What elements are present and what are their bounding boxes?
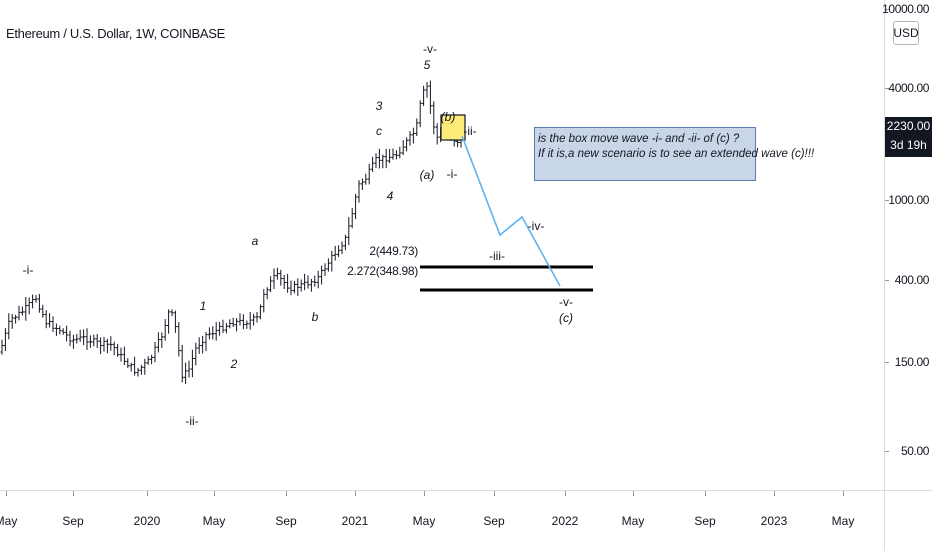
time-tick-label: Sep — [694, 514, 716, 528]
time-tick-mark — [633, 491, 634, 496]
wave-label: 5 — [423, 58, 431, 72]
chart-area[interactable]: Ethereum / U.S. Dollar, 1W, COINBASE 2(4… — [0, 0, 884, 490]
wave-label: b — [311, 310, 319, 324]
wave-label: 1 — [199, 299, 207, 313]
time-tick-label: Sep — [62, 514, 84, 528]
currency-button[interactable]: USD — [893, 21, 919, 45]
time-tick-label: 2020 — [133, 514, 161, 528]
time-tick-label: 2022 — [551, 514, 579, 528]
price-tick-label: 1000.00 — [888, 193, 929, 207]
price-plot — [0, 80, 593, 384]
price-tick-label: 50.00 — [900, 444, 929, 458]
time-tick-mark — [214, 491, 215, 496]
annotation-line-2: If it is,a new scenario is to see an ext… — [538, 148, 815, 160]
time-tick-label: Sep — [483, 514, 505, 528]
fib-level-2272-label: 2.272(348.98) — [347, 264, 418, 278]
price-axis[interactable]: 10000.00 4000.00 1000.00 400.00 150.00 5… — [882, 0, 932, 490]
price-tick-label: 10000.00 — [882, 2, 929, 16]
price-tick-mark — [885, 9, 889, 10]
time-tick-mark — [705, 491, 706, 496]
wave-label: -iii- — [489, 249, 505, 263]
highlight-box — [440, 114, 466, 141]
wave-label: 4 — [386, 189, 394, 203]
axis-corner — [884, 490, 932, 551]
time-tick-label: May — [0, 514, 18, 528]
current-price-value: 2230.00 — [886, 119, 931, 133]
price-tick-mark — [885, 280, 889, 281]
wave-label: (c) — [559, 311, 573, 325]
time-tick-mark — [286, 491, 287, 496]
time-tick-mark — [73, 491, 74, 496]
price-tick-label: 150.00 — [894, 355, 930, 369]
time-axis[interactable]: May Sep 2020 May Sep 2021 May Sep 2022 M… — [0, 490, 884, 551]
wave-label: 2 — [230, 357, 238, 371]
current-price-label: 2230.00 3d 19h — [885, 117, 932, 157]
price-tick-mark — [885, 200, 889, 201]
time-tick-label: May — [831, 514, 855, 528]
time-tick-mark — [843, 491, 844, 496]
annotation-line-1: is the box move wave -i- and -ii- of (c)… — [538, 133, 740, 145]
time-tick-mark — [565, 491, 566, 496]
price-tick-mark — [885, 451, 889, 452]
time-tick-label: 2023 — [760, 514, 788, 528]
annotation-note[interactable]: is the box move wave -i- and -ii- of (c)… — [534, 127, 815, 181]
price-tick-label: 4000.00 — [888, 81, 929, 95]
time-tick-mark — [424, 491, 425, 496]
wave-label: (b) — [440, 110, 456, 124]
wave-label: -i- — [22, 263, 34, 277]
wave-label: a — [251, 234, 259, 248]
wave-label: -v- — [559, 295, 573, 309]
time-tick-label: Sep — [275, 514, 297, 528]
time-tick-label: 2021 — [341, 514, 369, 528]
projection-path — [461, 135, 561, 287]
wave-label: -iv- — [527, 219, 545, 233]
wave-label: c — [376, 124, 382, 138]
wave-label: 3 — [375, 99, 383, 113]
price-tick-mark — [885, 362, 889, 363]
wave-label: -ii- — [185, 414, 199, 428]
wave-label: -v- — [423, 42, 437, 56]
price-tick-mark — [885, 88, 889, 89]
chart-title: Ethereum / U.S. Dollar, 1W, COINBASE — [6, 26, 225, 41]
time-tick-label: May — [621, 514, 645, 528]
wave-label: (a) — [419, 168, 435, 182]
fib-level-2-label: 2(449.73) — [369, 244, 418, 258]
time-tick-label: May — [412, 514, 436, 528]
time-tick-mark — [6, 491, 7, 496]
bar-countdown: 3d 19h — [890, 138, 927, 152]
time-tick-mark — [494, 491, 495, 496]
time-tick-mark — [147, 491, 148, 496]
time-tick-mark — [774, 491, 775, 496]
wave-label: -i- — [446, 167, 458, 181]
time-tick-mark — [355, 491, 356, 496]
time-tick-label: May — [202, 514, 226, 528]
wave-label: -ii- — [463, 124, 477, 138]
price-tick-label: 400.00 — [894, 273, 930, 287]
